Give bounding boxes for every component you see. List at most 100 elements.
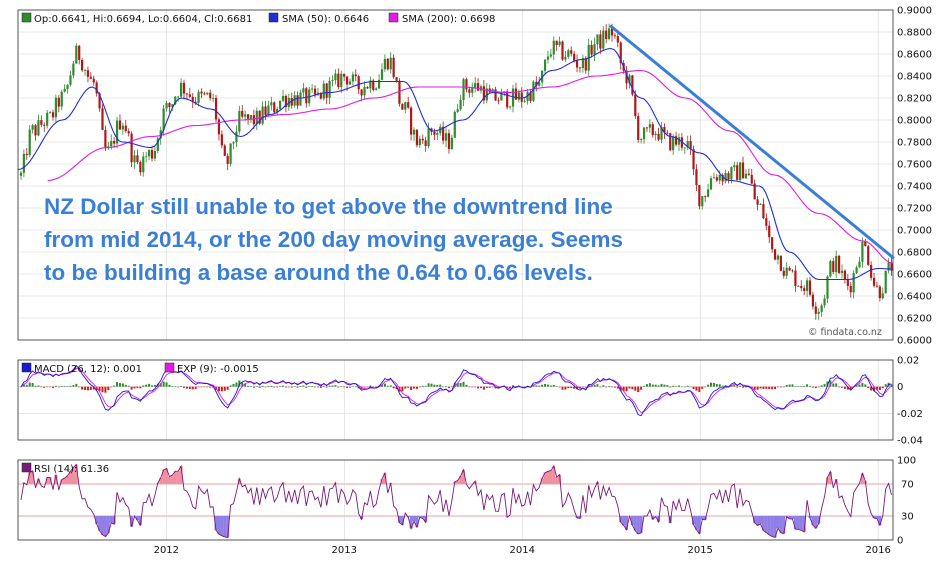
candle-body	[87, 70, 89, 77]
candle-body	[90, 77, 92, 79]
candle-body	[299, 93, 301, 106]
macd-histogram-bar	[110, 387, 112, 388]
candle-body	[777, 256, 779, 260]
candle-body	[328, 81, 330, 98]
candle-body	[375, 88, 377, 89]
candle-body	[882, 293, 884, 298]
macd-histogram-bar	[419, 387, 421, 388]
candle-body	[858, 262, 860, 268]
macd-histogram-bar	[765, 387, 767, 389]
rsi-y-tick: 70	[901, 480, 914, 491]
macd-histogram-bar	[355, 387, 357, 388]
macd-histogram-bar	[628, 387, 630, 389]
macd-histogram-bar	[599, 387, 601, 388]
macd-histogram-bar	[739, 386, 741, 387]
macd-histogram-bar	[789, 385, 791, 387]
macd-histogram-bar	[861, 383, 863, 387]
rsi-oversold-fill	[101, 516, 104, 535]
macd-histogram-bar	[701, 387, 703, 389]
macd-histogram-bar	[32, 383, 34, 387]
macd-histogram-bar	[40, 387, 42, 388]
candle-body	[713, 177, 715, 178]
macd-histogram-bar	[556, 386, 558, 387]
macd-histogram-bar	[407, 387, 409, 388]
annotation-line-3: to be building a base around the 0.64 to…	[44, 260, 593, 285]
candle-body	[151, 150, 153, 158]
candle-body	[337, 74, 339, 87]
macd-histogram-bar	[698, 387, 700, 392]
macd-histogram-bar	[87, 387, 89, 391]
macd-histogram-bar	[430, 384, 432, 387]
macd-histogram-bar	[815, 387, 817, 388]
candle-body	[110, 141, 112, 146]
legend-swatch-macd	[22, 363, 31, 372]
macd-histogram-bar	[116, 382, 118, 387]
candle-body	[704, 196, 706, 197]
candle-body	[422, 139, 424, 141]
candle-body	[774, 249, 776, 259]
macd-histogram-bar	[562, 387, 564, 390]
candle-body	[262, 107, 264, 124]
macd-histogram-bar	[410, 387, 412, 390]
macd-histogram-bar	[547, 385, 549, 387]
candle-body	[716, 177, 718, 180]
candle-body	[710, 178, 712, 189]
macd-histogram-bar	[492, 387, 494, 388]
macd-histogram-bar	[198, 387, 200, 388]
candle-body	[296, 95, 298, 105]
macd-histogram-bar	[177, 387, 179, 388]
rsi-oversold-fill	[104, 516, 107, 537]
price-y-tick: 0.8400	[897, 72, 932, 83]
legend-macd: MACD (26, 12): 0.001	[34, 364, 142, 375]
candle-body	[457, 109, 459, 112]
macd-histogram-bar	[844, 387, 846, 389]
legend-rsi: RSI (14): 61.36	[34, 464, 109, 475]
candle-body	[404, 102, 406, 109]
macd-histogram-bar	[786, 385, 788, 387]
candle-body	[585, 58, 587, 70]
candle-body	[879, 287, 881, 299]
macd-histogram-bar	[882, 387, 884, 388]
candle-body	[614, 35, 616, 36]
candle-body	[282, 96, 284, 101]
candle-body	[294, 95, 296, 105]
price-y-tick: 0.9000	[897, 6, 932, 17]
macd-histogram-bar	[352, 387, 354, 388]
macd-histogram-bar	[55, 386, 57, 387]
macd-histogram-bar	[550, 386, 552, 387]
candle-body	[454, 112, 456, 138]
candle-body	[698, 185, 700, 206]
macd-histogram-bar	[302, 386, 304, 387]
candle-body	[599, 34, 601, 48]
macd-histogram-bar	[253, 387, 255, 388]
candle-body	[410, 108, 412, 135]
macd-histogram-bar	[428, 383, 430, 386]
macd-histogram-bar	[439, 385, 441, 387]
macd-histogram-bar	[180, 386, 182, 387]
rsi-oversold-fill	[797, 516, 800, 529]
candle-body	[771, 237, 773, 249]
macd-histogram-bar	[655, 385, 657, 387]
rsi-oversold-fill	[701, 516, 704, 519]
macd-histogram-bar	[585, 387, 587, 388]
candle-body	[812, 295, 814, 307]
candle-body	[401, 104, 403, 110]
macd-histogram-bar	[422, 386, 424, 387]
candle-body	[468, 89, 470, 92]
macd-histogram-bar	[463, 382, 465, 387]
macd-histogram-bar	[602, 385, 604, 386]
macd-histogram-bar	[332, 386, 334, 387]
macd-y-tick: 0.02	[897, 356, 919, 367]
rsi-oversold-fill	[637, 516, 640, 534]
candle-body	[407, 102, 409, 107]
macd-histogram-bar	[762, 387, 764, 389]
macd-histogram-bar	[58, 387, 60, 388]
candle-body	[139, 162, 141, 172]
candle-body	[719, 175, 721, 180]
macd-histogram-bar	[221, 387, 223, 392]
macd-histogram-bar	[867, 387, 869, 388]
macd-histogram-bar	[783, 387, 785, 388]
candle-body	[26, 154, 28, 155]
macd-histogram-bar	[279, 386, 281, 387]
candle-body	[751, 175, 753, 184]
